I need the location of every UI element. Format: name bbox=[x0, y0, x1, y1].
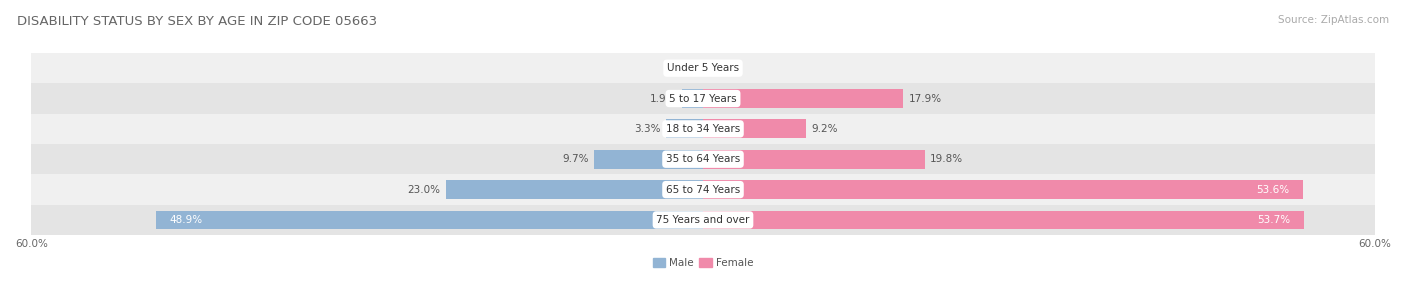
Text: 1.9%: 1.9% bbox=[650, 94, 676, 104]
Bar bbox=[703, 150, 925, 169]
Text: 0.0%: 0.0% bbox=[671, 63, 697, 73]
Bar bbox=[682, 89, 703, 108]
Bar bbox=[31, 174, 1375, 205]
Text: DISABILITY STATUS BY SEX BY AGE IN ZIP CODE 05663: DISABILITY STATUS BY SEX BY AGE IN ZIP C… bbox=[17, 15, 377, 28]
Text: 65 to 74 Years: 65 to 74 Years bbox=[666, 185, 740, 195]
Text: 53.7%: 53.7% bbox=[1257, 215, 1291, 225]
Bar bbox=[31, 53, 1375, 83]
Bar bbox=[703, 211, 1303, 229]
Text: 5 to 17 Years: 5 to 17 Years bbox=[669, 94, 737, 104]
Text: 75 Years and over: 75 Years and over bbox=[657, 215, 749, 225]
Bar bbox=[703, 180, 1303, 199]
Text: 9.7%: 9.7% bbox=[562, 154, 589, 164]
Bar bbox=[156, 211, 703, 229]
Text: 9.2%: 9.2% bbox=[811, 124, 838, 134]
Bar bbox=[31, 205, 1375, 235]
Bar bbox=[666, 119, 703, 138]
Text: 0.0%: 0.0% bbox=[709, 63, 735, 73]
Text: Source: ZipAtlas.com: Source: ZipAtlas.com bbox=[1278, 15, 1389, 25]
Text: 48.9%: 48.9% bbox=[169, 215, 202, 225]
Legend: Male, Female: Male, Female bbox=[648, 254, 758, 272]
Text: 17.9%: 17.9% bbox=[908, 94, 942, 104]
Text: 53.6%: 53.6% bbox=[1257, 185, 1289, 195]
Text: 19.8%: 19.8% bbox=[931, 154, 963, 164]
Text: 3.3%: 3.3% bbox=[634, 124, 661, 134]
Text: 18 to 34 Years: 18 to 34 Years bbox=[666, 124, 740, 134]
Text: Under 5 Years: Under 5 Years bbox=[666, 63, 740, 73]
Bar bbox=[703, 119, 806, 138]
Bar bbox=[31, 144, 1375, 174]
Bar bbox=[703, 89, 903, 108]
Bar bbox=[31, 114, 1375, 144]
Text: 23.0%: 23.0% bbox=[406, 185, 440, 195]
Bar bbox=[595, 150, 703, 169]
Bar bbox=[31, 83, 1375, 114]
Bar bbox=[446, 180, 703, 199]
Text: 35 to 64 Years: 35 to 64 Years bbox=[666, 154, 740, 164]
